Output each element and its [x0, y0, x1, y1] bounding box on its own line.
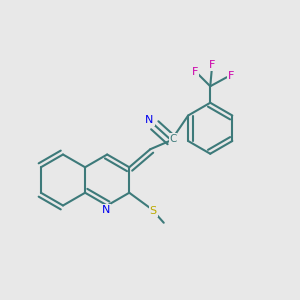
Text: F: F — [191, 67, 198, 77]
Text: F: F — [228, 71, 234, 81]
Text: N: N — [101, 205, 110, 215]
Text: F: F — [208, 60, 215, 70]
Text: N: N — [145, 115, 154, 125]
Text: S: S — [150, 206, 157, 216]
Text: C: C — [169, 134, 176, 144]
